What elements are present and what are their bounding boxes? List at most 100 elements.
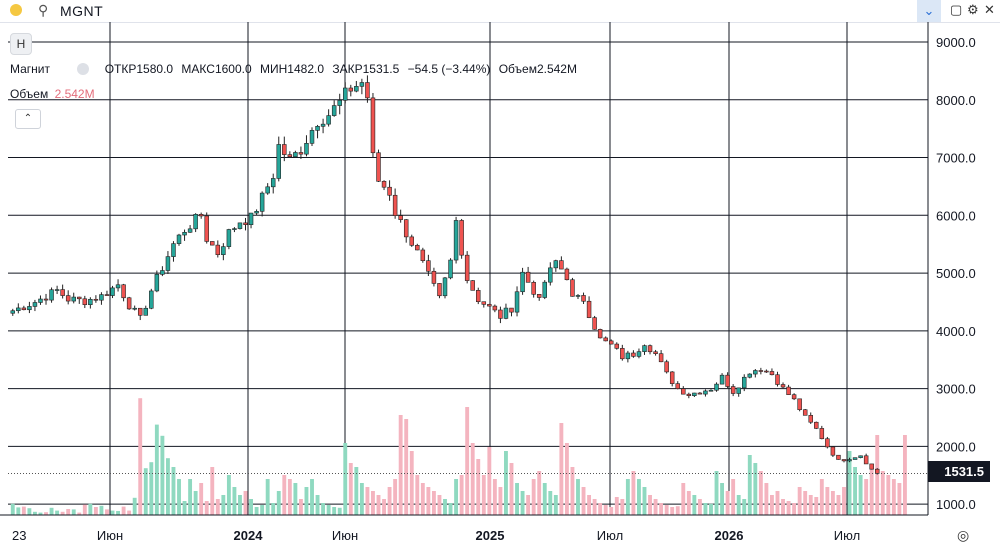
- symbol-search-input[interactable]: MGNT: [60, 3, 104, 19]
- y-tick-label: 5000.0: [936, 266, 976, 281]
- volume-bar: [531, 479, 536, 515]
- volume-bar: [725, 491, 730, 515]
- candle-body: [298, 152, 304, 155]
- volume-value: Объем2.542M: [498, 62, 577, 76]
- candle-body: [791, 394, 797, 400]
- volume-bar: [559, 423, 564, 515]
- volume-bar: [825, 487, 830, 515]
- candle-body: [343, 87, 348, 101]
- candle-body: [276, 144, 281, 179]
- candle-body: [797, 398, 802, 411]
- candle-body: [464, 254, 470, 281]
- volume-bar: [570, 467, 575, 515]
- y-tick-label: 9000.0: [936, 35, 976, 50]
- candle-body: [154, 274, 160, 292]
- volume-bar: [315, 495, 320, 515]
- volume-bar: [504, 451, 508, 515]
- volume-bar: [515, 483, 519, 515]
- volume-bar: [637, 479, 641, 515]
- volume-bar: [298, 499, 303, 515]
- volume-bar: [592, 499, 597, 515]
- volume-bar: [10, 503, 15, 515]
- window-dot-icon: [10, 4, 22, 16]
- volume-bar: [819, 479, 824, 515]
- candle-body: [725, 374, 730, 387]
- collapse-legend-button[interactable]: ⌃: [15, 109, 41, 129]
- candle-body: [320, 123, 326, 127]
- candle-body: [481, 301, 487, 305]
- volume-bar: [537, 471, 542, 515]
- gear-icon[interactable]: ⚙: [967, 2, 979, 17]
- candle-body: [819, 428, 825, 440]
- volume-bar: [371, 491, 375, 515]
- candle-body: [503, 307, 509, 319]
- volume-bar: [470, 443, 475, 515]
- volume-bar: [188, 479, 193, 515]
- volume-bar: [193, 491, 198, 515]
- candle-body: [852, 457, 858, 460]
- candle-body: [542, 281, 547, 298]
- candle-body: [143, 307, 149, 316]
- volume-bar: [675, 506, 680, 515]
- search-icon[interactable]: ⚲: [38, 2, 49, 18]
- candle-body: [636, 351, 642, 357]
- candle-body: [614, 343, 620, 349]
- candle-body: [858, 455, 863, 458]
- volume-bar: [581, 487, 586, 515]
- candle-body: [664, 361, 669, 373]
- y-tick-label: 4000.0: [936, 324, 976, 339]
- candle-body: [248, 212, 254, 225]
- volume-number: 2.542M: [54, 87, 95, 101]
- candle-body: [77, 296, 82, 300]
- volume-bar: [321, 503, 326, 515]
- volume-bar: [653, 499, 658, 515]
- volume-bar: [548, 491, 553, 515]
- candle-body: [764, 370, 769, 373]
- y-tick-label: 8000.0: [936, 93, 976, 108]
- close-icon[interactable]: ✕: [984, 2, 995, 17]
- volume-bar: [897, 483, 902, 515]
- volume-bar: [354, 467, 359, 515]
- candle-body: [559, 260, 564, 270]
- volume-bar: [44, 512, 48, 515]
- candle-body: [315, 126, 320, 131]
- volume-bar: [764, 483, 769, 515]
- candle-body: [498, 309, 503, 319]
- volume-bar: [609, 507, 614, 515]
- candle-body: [60, 289, 65, 296]
- square-icon[interactable]: ▢: [950, 2, 963, 17]
- settings-icon[interactable]: ◎: [957, 527, 970, 543]
- volume-bar: [271, 503, 276, 515]
- candle-body: [631, 352, 636, 357]
- volume-bar: [847, 451, 852, 515]
- candle-body: [365, 82, 370, 99]
- volume-legend: Объем 2.542M: [10, 87, 95, 101]
- candle-body: [149, 290, 154, 309]
- chart-area[interactable]: 9000.0 8000.0 7000.0 6000.0 5000.0 4000.0 3000…: [0, 22, 1000, 550]
- volume-bar: [431, 491, 436, 515]
- candle-body: [536, 294, 542, 298]
- candle-body: [420, 249, 426, 261]
- candle-body: [847, 459, 852, 462]
- legend: Магнит ОТКР1580.0 МАКС1600.0 МИН1482.0 З…: [10, 62, 582, 76]
- candle-body: [459, 220, 464, 256]
- candle-body: [293, 152, 298, 158]
- x-tick-label: 23: [12, 528, 26, 543]
- volume-bar: [38, 512, 43, 515]
- volume-bar: [598, 503, 603, 515]
- chart-badge[interactable]: H: [10, 33, 32, 55]
- candle-body: [603, 337, 608, 342]
- candle-body: [708, 389, 714, 392]
- candle-body: [403, 219, 409, 238]
- candle-body: [575, 295, 581, 297]
- candle-body: [171, 243, 176, 257]
- chevron-down-icon[interactable]: ⌄: [917, 0, 941, 22]
- visibility-icon[interactable]: [77, 62, 90, 75]
- x-tick-label: Июн: [97, 528, 123, 543]
- candle-body: [16, 307, 21, 312]
- volume-bar: [260, 505, 265, 515]
- candle-body: [736, 387, 741, 394]
- candle-body: [215, 244, 221, 255]
- volume-bar: [376, 495, 381, 515]
- volume-bar: [880, 471, 885, 515]
